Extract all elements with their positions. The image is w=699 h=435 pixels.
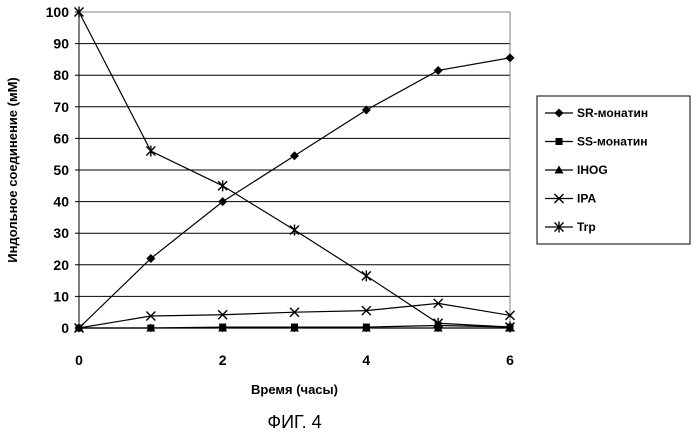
y-tick-label-80: 80	[53, 67, 69, 83]
y-tick-label-0: 0	[61, 320, 69, 336]
series-4-point-4	[362, 270, 371, 281]
y-tick-label-90: 90	[53, 36, 69, 52]
y-axis-label: Индольное соединение (мМ)	[5, 77, 20, 262]
y-tick-label-100: 100	[46, 4, 70, 20]
legend-label-2: IHOG	[577, 163, 608, 177]
series-0-point-3	[290, 151, 299, 160]
legend-label-4: Trp	[577, 220, 596, 234]
x-tick-label-0: 0	[75, 352, 83, 368]
gridlines	[79, 44, 510, 297]
y-tick-label-60: 60	[53, 130, 69, 146]
legend-label-0: SR-монатин	[577, 106, 648, 120]
legend-marker-1	[556, 138, 563, 145]
y-tick-label-10: 10	[53, 288, 69, 304]
series-4-point-2	[218, 180, 227, 191]
x-axis-label: Время (часы)	[251, 382, 338, 397]
y-tick-label-70: 70	[53, 99, 69, 115]
y-tick-label-50: 50	[53, 162, 69, 178]
tick-labels: 0 10 20 30 40 50 60 70 80 90 100 0 2 4 6	[46, 4, 514, 368]
figure-caption: ФИГ. 4	[267, 412, 321, 432]
series-4-point-3	[290, 225, 299, 236]
series-0-point-5	[434, 66, 443, 75]
series-2	[75, 324, 515, 332]
y-tick-label-20: 20	[53, 257, 69, 273]
axes	[75, 12, 510, 332]
series-0-line	[79, 58, 510, 328]
legend-label-1: SS-монатин	[577, 135, 647, 149]
x-tick-label-2: 2	[219, 352, 227, 368]
legend: SR-монатин SS-монатин IHOG IPA Trp	[537, 96, 690, 244]
series-4-point-1	[146, 146, 155, 157]
series-0-point-6	[506, 53, 515, 62]
x-tick-label-4: 4	[362, 352, 370, 368]
legend-label-3: IPA	[577, 192, 596, 206]
y-tick-label-30: 30	[53, 225, 69, 241]
y-tick-label-40: 40	[53, 194, 69, 210]
series-0	[75, 53, 515, 332]
x-tick-label-6: 6	[506, 352, 514, 368]
